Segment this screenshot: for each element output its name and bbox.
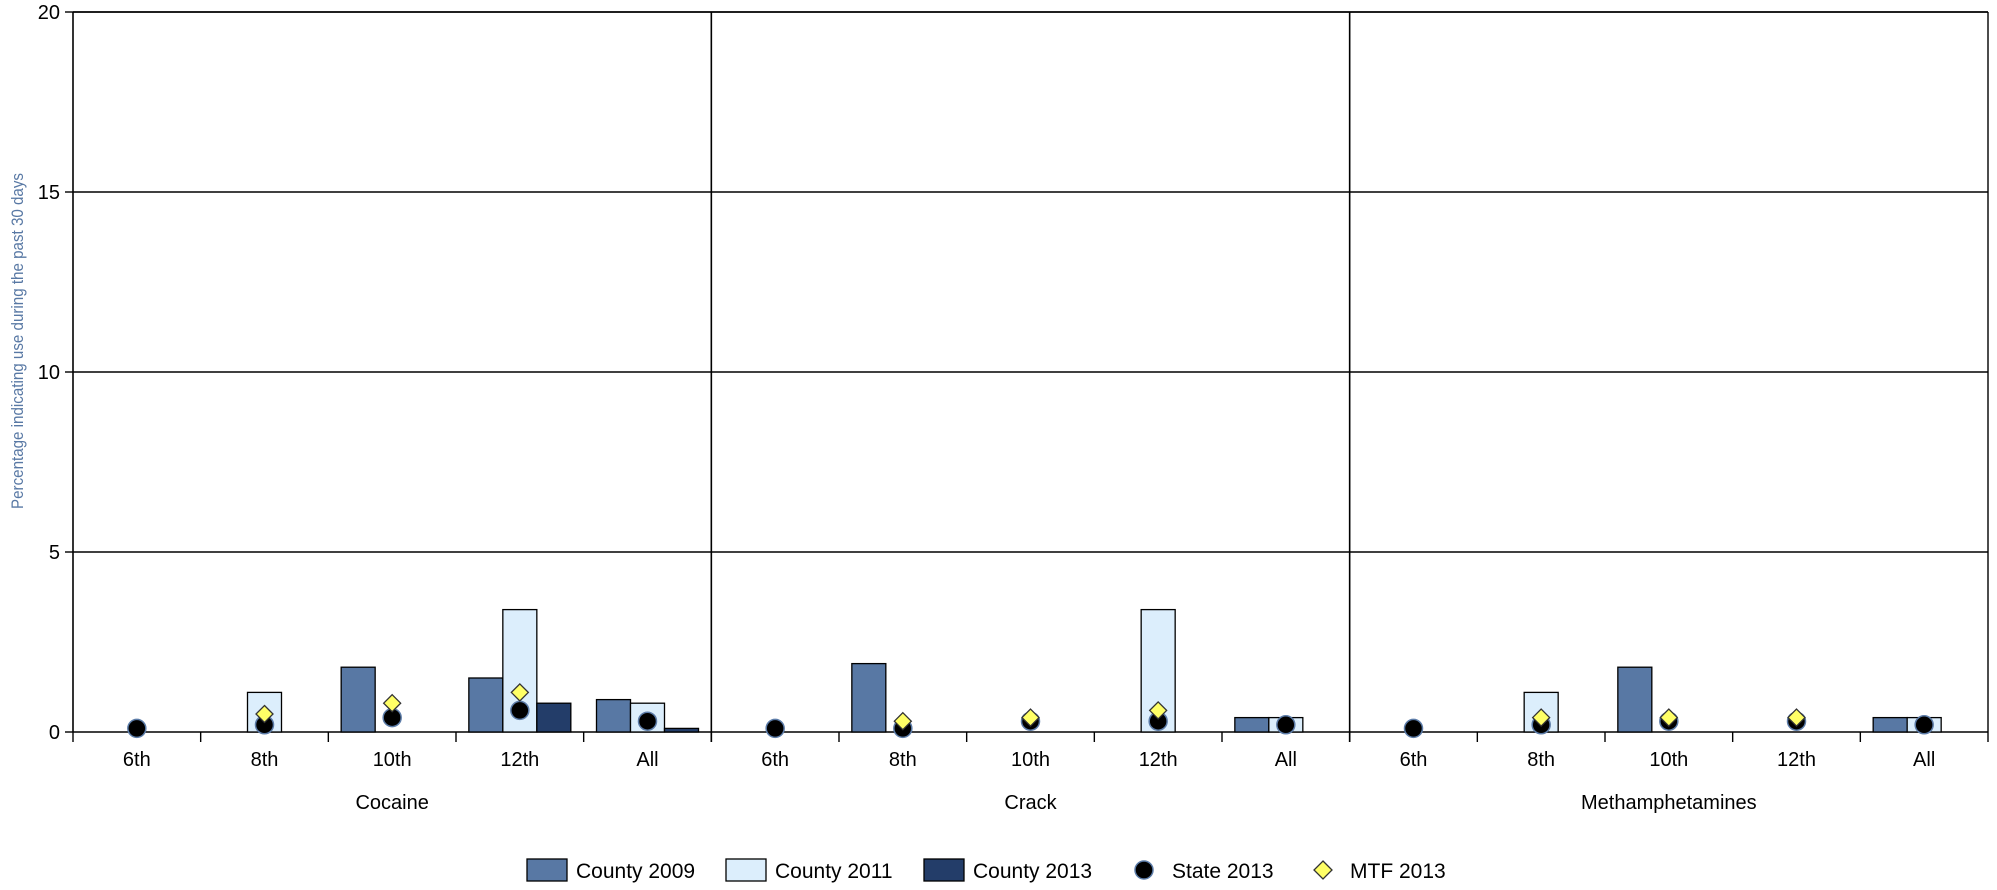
legend-swatch [923, 858, 965, 882]
x-tick-label: 10th [1011, 749, 1050, 771]
x-tick-label: 6th [123, 749, 151, 771]
bar [663, 727, 700, 733]
group-label: Methamphetamines [1581, 792, 1757, 814]
mtf-2013-marker [1531, 708, 1551, 728]
legend-item: County 2011 [725, 858, 893, 883]
labels: 0 5 10 15 20 6th 8th 10th 12th All Cocaine 6th 8th 10… [8, 2, 1935, 814]
x-tick-label: 12th [1777, 749, 1816, 771]
legend-label: MTF 2013 [1350, 860, 1446, 883]
legend-swatch [725, 858, 767, 882]
grid [73, 11, 1988, 733]
mtf-2013-marker [382, 693, 402, 713]
y-tick-label: 10 [38, 362, 60, 384]
bar [1234, 716, 1270, 733]
x-tick-label: 10th [373, 749, 412, 771]
mtf-2013-marker [1787, 708, 1806, 728]
state-2013-marker [765, 718, 785, 739]
bar [468, 677, 504, 733]
bar [340, 666, 376, 733]
bar [595, 698, 632, 733]
y-tick-label: 5 [49, 542, 60, 564]
legend-label: County 2013 [973, 860, 1092, 883]
state-2013-marker [510, 700, 530, 721]
legend-label: County 2009 [576, 860, 695, 883]
mtf-2013-marker [1148, 700, 1168, 720]
group-label: Cocaine [355, 792, 428, 814]
y-tick-label: 0 [49, 722, 60, 744]
x-tick-label: All [1275, 749, 1297, 771]
mtf-2013-marker [1659, 708, 1679, 728]
legend-item: County 2013 [923, 858, 1092, 883]
legend: County 2009 County 2011 County 2013 State 2… [526, 858, 1446, 883]
legend-item: State 2013 [1134, 860, 1274, 883]
state-2013-marker [1403, 718, 1424, 739]
x-tick-label: 6th [761, 749, 789, 771]
bars [246, 608, 1942, 733]
legend-item: County 2009 [526, 858, 695, 883]
x-tick-label: 12th [500, 749, 539, 771]
state-2013-marker [637, 711, 658, 731]
x-tick-label: 8th [251, 749, 279, 771]
y-tick-label: 15 [38, 182, 60, 204]
bar [536, 702, 572, 733]
x-tick-label: 10th [1649, 749, 1688, 771]
legend-label: State 2013 [1172, 860, 1274, 883]
markers [127, 682, 1934, 739]
state-2013-marker [127, 718, 147, 739]
bar [851, 662, 887, 733]
x-tick-label: 8th [1527, 749, 1555, 771]
mtf-2013-marker [1021, 708, 1040, 728]
x-tick-label: 8th [889, 749, 917, 771]
y-tick-label: 20 [38, 2, 60, 24]
mtf-2013-marker [510, 682, 530, 702]
mtf-2013-marker [893, 711, 913, 731]
x-tick-label: 12th [1139, 749, 1178, 771]
legend-swatch [526, 858, 568, 882]
legend-swatch [1313, 860, 1333, 880]
bar [1872, 716, 1908, 733]
legend-item: MTF 2013 [1313, 860, 1446, 883]
x-tick-label: All [636, 749, 658, 771]
state-2013-marker [1276, 715, 1296, 735]
y-axis-label: Percentage indicating use during the pas… [8, 173, 27, 509]
axes [65, 11, 1989, 742]
state-2013-marker [1914, 715, 1934, 735]
group-label: Crack [1004, 792, 1057, 814]
x-tick-label: 6th [1400, 749, 1428, 771]
bar [1617, 666, 1653, 733]
mtf-2013-marker [255, 704, 274, 724]
legend-label: County 2011 [775, 860, 893, 883]
legend-swatch [1134, 860, 1154, 880]
x-tick-label: All [1913, 749, 1935, 771]
